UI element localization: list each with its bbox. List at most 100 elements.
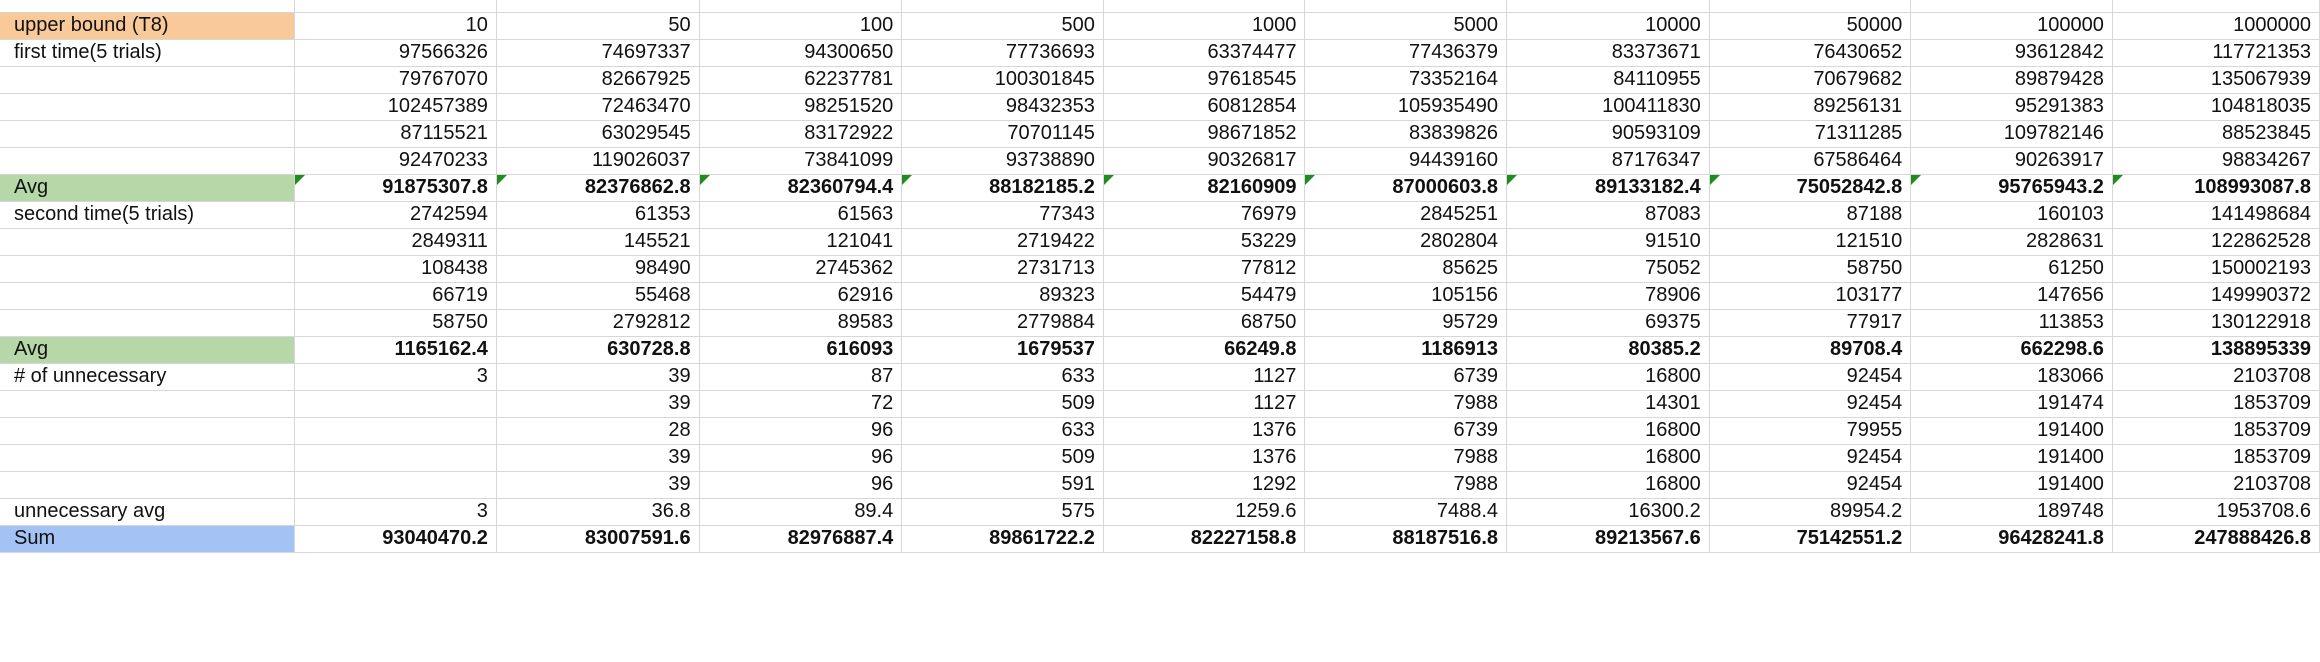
value-cell[interactable]: 61353 <box>496 201 700 229</box>
value-cell[interactable]: 82976887.4 <box>699 525 903 553</box>
value-cell[interactable]: 87176347 <box>1506 147 1710 175</box>
value-cell[interactable]: 191400 <box>1910 471 2113 499</box>
value-cell[interactable]: 58750 <box>294 309 497 337</box>
value-cell[interactable]: 108993087.8 <box>2112 174 2320 202</box>
value-cell[interactable]: 77343 <box>901 201 1104 229</box>
value-cell[interactable]: 92454 <box>1709 363 1912 391</box>
value-cell[interactable]: 92454 <box>1709 444 1912 472</box>
value-cell[interactable]: 95765943.2 <box>1910 174 2113 202</box>
value-cell[interactable]: 95729 <box>1304 309 1508 337</box>
value-cell[interactable]: 2103708 <box>2112 363 2320 391</box>
value-cell[interactable]: 138895339 <box>2112 336 2320 364</box>
value-cell[interactable]: 88187516.8 <box>1304 525 1508 553</box>
value-cell[interactable]: 85625 <box>1304 255 1508 283</box>
value-cell[interactable]: 191474 <box>1910 390 2113 418</box>
value-cell[interactable]: 76979 <box>1103 201 1306 229</box>
value-cell[interactable]: 53229 <box>1103 228 1306 256</box>
row-label-cell[interactable] <box>0 417 296 445</box>
value-cell[interactable]: 2845251 <box>1304 201 1508 229</box>
value-cell[interactable]: 103177 <box>1709 282 1912 310</box>
value-cell[interactable]: 98432353 <box>901 93 1104 121</box>
value-cell[interactable]: 83373671 <box>1506 39 1710 67</box>
cell[interactable] <box>1506 0 1710 13</box>
value-cell[interactable]: 130122918 <box>2112 309 2320 337</box>
value-cell[interactable]: 122862528 <box>2112 228 2320 256</box>
value-cell[interactable]: 102457389 <box>294 93 497 121</box>
value-cell[interactable]: 75052842.8 <box>1709 174 1912 202</box>
value-cell[interactable]: 97566326 <box>294 39 497 67</box>
value-cell[interactable]: 2779884 <box>901 309 1104 337</box>
value-cell[interactable]: 109782146 <box>1910 120 2113 148</box>
value-cell[interactable]: 98490 <box>496 255 700 283</box>
row-label-cell[interactable] <box>0 444 296 472</box>
value-cell[interactable]: 89133182.4 <box>1506 174 1710 202</box>
row-label-cell[interactable] <box>0 390 296 418</box>
row-label-cell[interactable] <box>0 93 296 121</box>
value-cell[interactable]: 575 <box>901 498 1104 526</box>
value-cell[interactable]: 2742594 <box>294 201 497 229</box>
value-cell[interactable]: 98251520 <box>699 93 903 121</box>
value-cell[interactable]: 100000 <box>1910 12 2113 40</box>
value-cell[interactable]: 74697337 <box>496 39 700 67</box>
row-label-cell[interactable] <box>0 255 296 283</box>
value-cell[interactable]: 77812 <box>1103 255 1306 283</box>
value-cell[interactable]: 66249.8 <box>1103 336 1306 364</box>
value-cell[interactable]: 3 <box>294 498 497 526</box>
cell[interactable] <box>901 0 1104 13</box>
value-cell[interactable]: 108438 <box>294 255 497 283</box>
value-cell[interactable]: 68750 <box>1103 309 1306 337</box>
row-label-cell[interactable] <box>0 120 296 148</box>
value-cell[interactable]: 82160909 <box>1103 174 1306 202</box>
value-cell[interactable]: 1853709 <box>2112 390 2320 418</box>
value-cell[interactable]: 87115521 <box>294 120 497 148</box>
value-cell[interactable]: 61250 <box>1910 255 2113 283</box>
value-cell[interactable]: 94300650 <box>699 39 903 67</box>
value-cell[interactable]: 89954.2 <box>1709 498 1912 526</box>
row-label-cell[interactable]: Avg <box>0 174 296 202</box>
value-cell[interactable]: 1165162.4 <box>294 336 497 364</box>
value-cell[interactable]: 88523845 <box>2112 120 2320 148</box>
value-cell[interactable]: 93612842 <box>1910 39 2113 67</box>
value-cell[interactable]: 119026037 <box>496 147 700 175</box>
value-cell[interactable]: 2719422 <box>901 228 1104 256</box>
value-cell[interactable]: 36.8 <box>496 498 700 526</box>
value-cell[interactable]: 150002193 <box>2112 255 2320 283</box>
value-cell[interactable]: 78906 <box>1506 282 1710 310</box>
value-cell[interactable]: 70679682 <box>1709 66 1912 94</box>
value-cell[interactable]: 82360794.4 <box>699 174 903 202</box>
row-label-cell[interactable] <box>0 282 296 310</box>
value-cell[interactable]: 83172922 <box>699 120 903 148</box>
value-cell[interactable]: 1127 <box>1103 363 1306 391</box>
value-cell[interactable]: 100 <box>699 12 903 40</box>
value-cell[interactable]: 69375 <box>1506 309 1710 337</box>
value-cell[interactable]: 1000000 <box>2112 12 2320 40</box>
value-cell[interactable]: 66719 <box>294 282 497 310</box>
value-cell[interactable]: 28 <box>496 417 700 445</box>
value-cell[interactable]: 76430652 <box>1709 39 1912 67</box>
value-cell[interactable]: 90263917 <box>1910 147 2113 175</box>
value-cell[interactable]: 6739 <box>1304 417 1508 445</box>
row-label-cell[interactable] <box>0 147 296 175</box>
value-cell[interactable]: 58750 <box>1709 255 1912 283</box>
value-cell[interactable]: 100301845 <box>901 66 1104 94</box>
row-label-cell[interactable]: # of unnecessary <box>0 363 296 391</box>
row-label-cell[interactable]: first time(5 trials) <box>0 39 296 67</box>
value-cell[interactable]: 89879428 <box>1910 66 2113 94</box>
cell[interactable] <box>0 0 296 13</box>
value-cell[interactable]: 96 <box>699 444 903 472</box>
value-cell[interactable]: 87083 <box>1506 201 1710 229</box>
value-cell[interactable]: 71311285 <box>1709 120 1912 148</box>
value-cell[interactable]: 2731713 <box>901 255 1104 283</box>
value-cell[interactable]: 509 <box>901 444 1104 472</box>
value-cell[interactable]: 1853709 <box>2112 417 2320 445</box>
value-cell[interactable]: 79955 <box>1709 417 1912 445</box>
value-cell[interactable]: 113853 <box>1910 309 2113 337</box>
value-cell[interactable]: 91510 <box>1506 228 1710 256</box>
value-cell[interactable]: 67586464 <box>1709 147 1912 175</box>
cell[interactable] <box>1709 0 1912 13</box>
value-cell[interactable]: 50000 <box>1709 12 1912 40</box>
value-cell[interactable]: 80385.2 <box>1506 336 1710 364</box>
value-cell[interactable]: 93040470.2 <box>294 525 497 553</box>
cell[interactable] <box>699 0 903 13</box>
value-cell[interactable]: 191400 <box>1910 417 2113 445</box>
